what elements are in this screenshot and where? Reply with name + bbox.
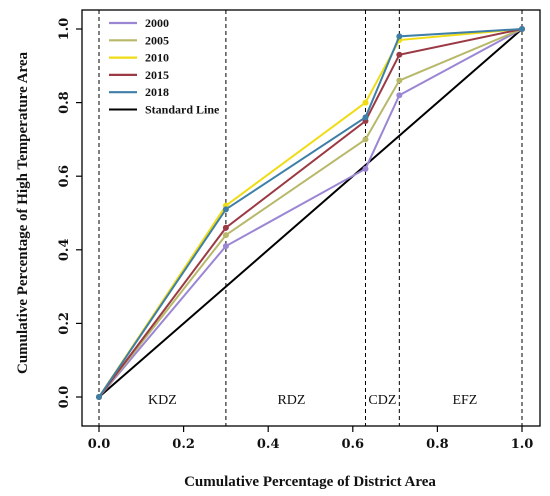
- data-point-2018-1: [222, 206, 229, 213]
- x-axis-title: Cumulative Percentage of District Area: [184, 474, 436, 490]
- legend-label: 2018: [145, 85, 169, 99]
- data-point-2015-3: [396, 51, 403, 58]
- data-point-2018-2: [362, 114, 369, 121]
- legend-label: 2015: [145, 68, 169, 82]
- zone-label-kdz: KDZ: [148, 393, 177, 408]
- data-point-2018-0: [96, 394, 102, 400]
- data-point-2000-1: [222, 243, 229, 250]
- zone-label-cdz: CDZ: [368, 393, 396, 408]
- y-tick-label: 0.0: [57, 386, 72, 409]
- y-tick-label: 0.8: [57, 91, 72, 114]
- data-point-2000-3: [396, 92, 403, 99]
- plot-area: 0.0 0.0 0.2 0.2 0.4 0.4 0.6 0.6 0.8 0.8 1.0 1.0 KDZ R…: [57, 9, 541, 452]
- y-axis-title: Cumulative Percentage of High Temperatur…: [15, 51, 31, 374]
- y-tick-label: 0.2: [57, 312, 72, 335]
- standard-line: [98, 28, 523, 398]
- legend-label: 2000: [145, 16, 169, 30]
- data-point-2005-2: [362, 136, 369, 143]
- x-tick-label: 0.2: [172, 437, 195, 452]
- y-tick-label: 1.0: [57, 18, 72, 41]
- data-point-2010-2: [362, 99, 369, 106]
- data-point-2018-3: [396, 33, 403, 40]
- legend-label: 2005: [145, 33, 169, 47]
- x-tick-label: 0.0: [88, 437, 111, 452]
- y-tick-label: 0.6: [57, 165, 72, 188]
- x-tick-label: 0.8: [426, 437, 449, 452]
- data-point-2018-4: [519, 26, 525, 32]
- legend-label: 2010: [145, 51, 169, 65]
- legend-label: Standard Line: [145, 103, 220, 117]
- x-tick-label: 0.6: [341, 437, 364, 452]
- zone-label-rdz: RDZ: [277, 393, 305, 408]
- zone-label-efz: EFZ: [452, 393, 477, 408]
- data-point-2005-3: [396, 77, 403, 84]
- data-point-2005-1: [222, 232, 229, 239]
- plot-frame: [81, 9, 541, 427]
- y-tick-label: 0.4: [57, 238, 72, 261]
- data-point-2015-1: [222, 224, 229, 231]
- x-tick-label: 1.0: [511, 437, 534, 452]
- x-tick-label: 0.4: [257, 437, 280, 452]
- data-point-2000-2: [362, 165, 369, 172]
